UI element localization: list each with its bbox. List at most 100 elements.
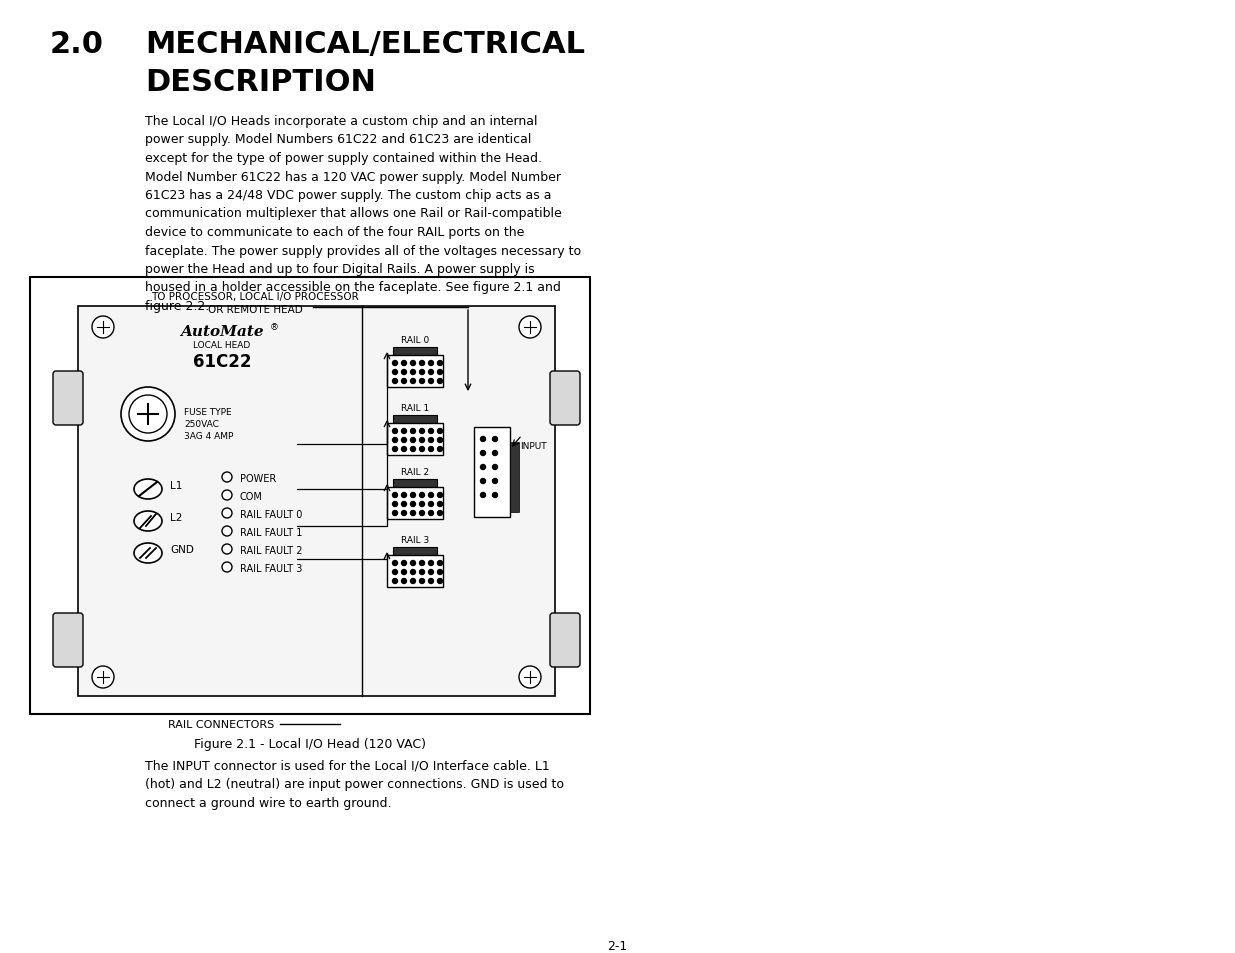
Circle shape: [437, 511, 442, 516]
Circle shape: [437, 570, 442, 575]
Circle shape: [410, 570, 415, 575]
Circle shape: [401, 493, 406, 498]
Circle shape: [401, 570, 406, 575]
Circle shape: [437, 502, 442, 507]
Circle shape: [393, 578, 398, 584]
Circle shape: [437, 447, 442, 452]
Circle shape: [410, 429, 415, 434]
Circle shape: [420, 370, 425, 375]
Circle shape: [393, 361, 398, 366]
Text: DESCRIPTION: DESCRIPTION: [144, 68, 375, 97]
Circle shape: [410, 511, 415, 516]
Text: The Local I/O Heads incorporate a custom chip and an internal
power supply. Mode: The Local I/O Heads incorporate a custom…: [144, 115, 582, 313]
Bar: [393, 348, 437, 355]
Text: RAIL 3: RAIL 3: [401, 536, 429, 544]
Circle shape: [437, 361, 442, 366]
Circle shape: [480, 479, 485, 484]
Circle shape: [429, 561, 433, 566]
FancyBboxPatch shape: [550, 614, 580, 667]
Circle shape: [480, 437, 485, 442]
Text: RAIL 2: RAIL 2: [401, 468, 429, 476]
Circle shape: [128, 395, 167, 434]
Circle shape: [420, 438, 425, 443]
Circle shape: [401, 578, 406, 584]
Text: ®: ®: [270, 323, 279, 332]
Bar: [30, 277, 590, 714]
Text: INPUT: INPUT: [520, 441, 547, 451]
Bar: [78, 307, 555, 697]
Circle shape: [429, 578, 433, 584]
Circle shape: [222, 473, 232, 482]
Circle shape: [437, 429, 442, 434]
Bar: [387, 355, 443, 388]
Circle shape: [429, 379, 433, 384]
Circle shape: [393, 502, 398, 507]
Circle shape: [429, 570, 433, 575]
Circle shape: [429, 370, 433, 375]
Circle shape: [437, 438, 442, 443]
Circle shape: [429, 493, 433, 498]
Circle shape: [480, 451, 485, 456]
Circle shape: [393, 379, 398, 384]
Ellipse shape: [135, 543, 162, 563]
Circle shape: [420, 447, 425, 452]
Circle shape: [480, 465, 485, 470]
Circle shape: [420, 379, 425, 384]
Circle shape: [410, 370, 415, 375]
Circle shape: [420, 578, 425, 584]
Circle shape: [493, 479, 498, 484]
Circle shape: [480, 493, 485, 498]
Circle shape: [437, 379, 442, 384]
Circle shape: [393, 511, 398, 516]
Bar: [387, 556, 443, 587]
Circle shape: [393, 493, 398, 498]
Circle shape: [401, 370, 406, 375]
Circle shape: [410, 502, 415, 507]
Bar: [474, 428, 510, 517]
Text: RAIL FAULT 1: RAIL FAULT 1: [240, 527, 303, 537]
Circle shape: [91, 316, 114, 338]
Circle shape: [429, 502, 433, 507]
Bar: [387, 488, 443, 519]
Circle shape: [420, 361, 425, 366]
Circle shape: [410, 447, 415, 452]
Text: POWER: POWER: [240, 474, 277, 483]
Text: 2.0: 2.0: [49, 30, 104, 59]
Bar: [393, 416, 437, 423]
Circle shape: [393, 561, 398, 566]
Circle shape: [401, 511, 406, 516]
Circle shape: [493, 493, 498, 498]
Text: Figure 2.1 - Local I/O Head (120 VAC): Figure 2.1 - Local I/O Head (120 VAC): [194, 738, 426, 750]
Circle shape: [401, 379, 406, 384]
Text: L2: L2: [170, 513, 183, 522]
Text: RAIL FAULT 2: RAIL FAULT 2: [240, 545, 303, 556]
Text: LOCAL HEAD: LOCAL HEAD: [194, 340, 251, 350]
Text: 3AG 4 AMP: 3AG 4 AMP: [184, 432, 233, 440]
Circle shape: [493, 451, 498, 456]
Text: MECHANICAL/ELECTRICAL: MECHANICAL/ELECTRICAL: [144, 30, 585, 59]
Text: OR REMOTE HEAD: OR REMOTE HEAD: [207, 305, 303, 314]
Text: 61C22: 61C22: [193, 353, 251, 371]
FancyBboxPatch shape: [550, 372, 580, 426]
Circle shape: [393, 447, 398, 452]
Circle shape: [437, 370, 442, 375]
Circle shape: [437, 561, 442, 566]
Circle shape: [420, 502, 425, 507]
Text: RAIL CONNECTORS: RAIL CONNECTORS: [168, 720, 274, 729]
Text: The INPUT connector is used for the Local I/O Interface cable. L1
(hot) and L2 (: The INPUT connector is used for the Loca…: [144, 760, 564, 809]
Circle shape: [519, 316, 541, 338]
Circle shape: [410, 438, 415, 443]
Circle shape: [401, 429, 406, 434]
Text: 250VAC: 250VAC: [184, 419, 219, 429]
Circle shape: [222, 562, 232, 573]
Circle shape: [519, 666, 541, 688]
Circle shape: [420, 570, 425, 575]
Circle shape: [410, 493, 415, 498]
Circle shape: [493, 465, 498, 470]
Bar: [387, 423, 443, 456]
Circle shape: [429, 429, 433, 434]
Text: FUSE TYPE: FUSE TYPE: [184, 408, 232, 416]
Circle shape: [401, 438, 406, 443]
Circle shape: [420, 493, 425, 498]
Bar: [393, 547, 437, 556]
